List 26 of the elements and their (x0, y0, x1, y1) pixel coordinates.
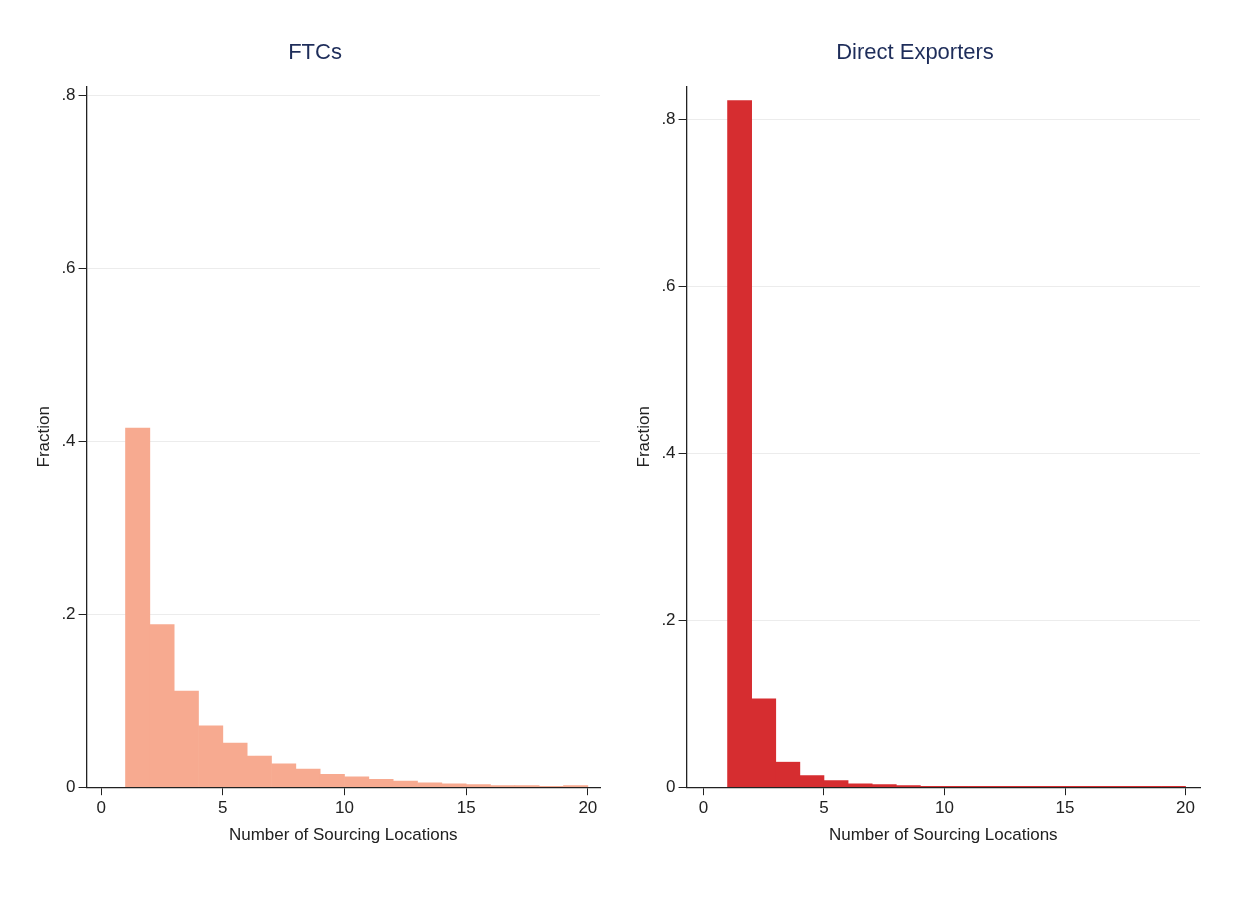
y-tick-label: .2 (661, 610, 676, 630)
y-tick-label: .8 (61, 84, 76, 104)
y-axis-title: Fraction (33, 406, 53, 468)
y-tick-label: .6 (661, 276, 676, 296)
y-tick-label: .8 (661, 109, 676, 129)
x-axis-title: Number of Sourcing Locations (828, 825, 1058, 845)
y-tick-label: .6 (61, 257, 76, 277)
x-tick-label: 10 (935, 798, 954, 818)
x-tick-label: 10 (335, 798, 354, 818)
x-tick-label: 5 (819, 798, 829, 818)
x-tick-label: 20 (1176, 798, 1195, 818)
chart-title: Direct Exporters (836, 39, 994, 65)
y-tick-label: .2 (61, 603, 76, 623)
y-tick-label: .4 (661, 443, 676, 463)
x-tick-label: 15 (1055, 798, 1075, 818)
y-axis-title: Fraction (633, 406, 653, 468)
x-axis-title: Number of Sourcing Locations (228, 825, 458, 845)
x-tick-label: 5 (218, 798, 228, 818)
x-tick-label: 0 (698, 798, 709, 818)
y-tick-label: 0 (66, 776, 76, 796)
y-tick-label: .4 (61, 430, 76, 450)
x-tick-label: 0 (96, 798, 106, 818)
x-tick-label: 20 (578, 798, 598, 818)
x-tick-label: 15 (456, 798, 476, 818)
y-tick-label: 0 (666, 776, 676, 796)
chart-title: FTCs (288, 39, 342, 65)
